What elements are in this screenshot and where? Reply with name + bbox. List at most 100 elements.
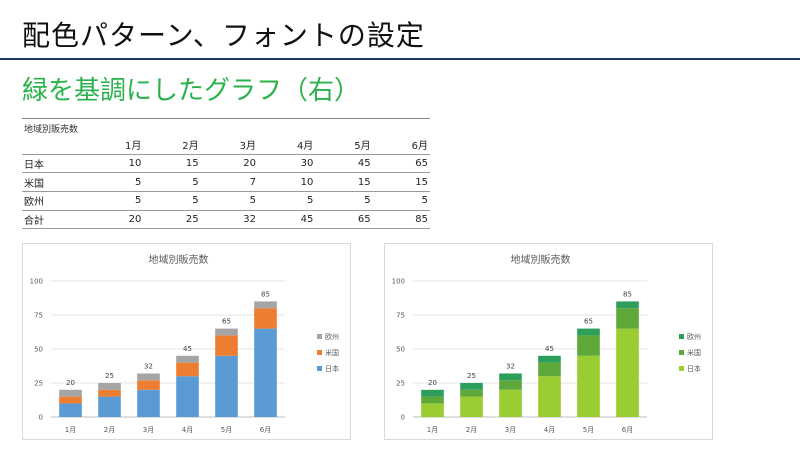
table-cell: 30 (257, 153, 316, 173)
bar-segment (59, 403, 82, 417)
table-cell: 7 (200, 172, 258, 192)
y-tick-label: 50 (396, 346, 405, 354)
data-label-total: 25 (467, 372, 476, 380)
bar-segment (215, 328, 238, 336)
data-label-total: 85 (623, 290, 632, 298)
slide-title: 配色パターン、フォントの設定 (22, 19, 425, 52)
legend-label: 欧州 (325, 332, 339, 341)
chart-canvas: 地域別販売数 0 25 50 75 100 20 1月 25 2月 32 3月 45 4月 65 5月 85 6月… (30, 253, 339, 434)
bar-segment (460, 383, 483, 390)
bar-segment (577, 355, 600, 417)
bar-segment (460, 389, 483, 397)
data-label-total: 45 (183, 345, 192, 353)
data-label-total: 32 (144, 362, 153, 370)
x-tick-label: 5月 (221, 426, 232, 434)
table-cell: 45 (257, 209, 316, 230)
chart-canvas: 地域別販売数 0 25 50 75 100 20 1月 25 2月 32 3月 45 4月 65 5月 85 6月… (392, 253, 701, 434)
table-cell: 15 (315, 172, 373, 192)
table-row: 欧州 5 5 5 5 5 5 (22, 191, 430, 211)
stacked-bar-chart-green[interactable]: 地域別販売数 0 25 50 75 100 20 1月 25 2月 32 3月 45 4月 65 5月 85 6月… (384, 243, 713, 440)
chart-title: 地域別販売数 (511, 253, 571, 266)
bar-segment (538, 355, 561, 363)
table-cell: 10 (86, 153, 144, 173)
row-label: 欧州 (22, 191, 86, 211)
table-header-cell: 2月 (182, 141, 199, 153)
legend-label: 欧州 (687, 332, 701, 341)
table-cell: 10 (257, 172, 316, 192)
bar-segment (176, 362, 199, 377)
table-cell: 85 (372, 209, 430, 230)
bar-segment (137, 373, 160, 381)
y-tick-label: 100 (392, 278, 405, 286)
bar-segment (215, 335, 238, 356)
y-tick-label: 50 (34, 346, 43, 354)
bar-segment (254, 308, 277, 329)
x-tick-label: 2月 (104, 426, 115, 434)
table-cell: 45 (315, 153, 373, 173)
bar-segment (176, 355, 199, 363)
x-tick-label: 1月 (427, 426, 438, 434)
legend-swatch (317, 334, 322, 339)
data-label-total: 20 (66, 379, 75, 387)
bar-segment (421, 403, 444, 417)
bar-segment (460, 396, 483, 417)
table-row: 米国 5 5 7 10 15 15 (22, 172, 430, 192)
table-cell: 65 (315, 209, 373, 230)
bar-segment (176, 376, 199, 417)
x-tick-label: 2月 (466, 426, 477, 434)
chart-title: 地域別販売数 (149, 253, 209, 266)
bar-segment (499, 380, 522, 390)
bar-segment (421, 389, 444, 397)
table-caption: 地域別販売数 (24, 125, 79, 135)
table-cell: 15 (372, 172, 430, 192)
x-tick-label: 4月 (544, 426, 555, 434)
table-row: 日本 10 15 20 30 45 65 (22, 153, 430, 173)
table-header-cell (22, 136, 86, 154)
y-tick-label: 75 (396, 312, 405, 320)
table-cell: 20 (200, 153, 258, 173)
table-header-cell: 1月 (124, 141, 142, 153)
y-tick-label: 25 (396, 380, 405, 388)
legend-label: 米国 (325, 348, 339, 357)
bar-segment (254, 301, 277, 309)
row-label: 日本 (22, 153, 86, 173)
slide-subtitle: 緑を基調にしたグラフ（右） (22, 76, 361, 106)
table-cell: 5 (143, 172, 201, 192)
bar-segment (59, 389, 82, 397)
bar-segment (421, 396, 444, 404)
bar-segment (98, 389, 121, 397)
y-tick-label: 100 (30, 278, 43, 286)
table-cell: 5 (200, 191, 258, 211)
table-cell: 25 (143, 209, 201, 230)
bar-segment (215, 355, 238, 417)
legend-label: 米国 (687, 348, 701, 357)
x-tick-label: 1月 (65, 426, 76, 434)
table-header-cell: 5月 (354, 141, 371, 153)
y-tick-label: 25 (34, 380, 43, 388)
data-label-total: 25 (105, 372, 114, 380)
bar-segment (98, 396, 121, 417)
bar-segment (616, 308, 639, 329)
bar-segment (254, 328, 277, 417)
bar-segment (538, 376, 561, 417)
table-cell: 5 (86, 191, 144, 211)
x-tick-label: 5月 (583, 426, 594, 434)
stacked-bar-chart-default[interactable]: 地域別販売数 0 25 50 75 100 20 1月 25 2月 32 3月 45 4月 65 5月 85 6月… (22, 243, 351, 440)
legend-swatch (317, 366, 322, 371)
data-label-total: 20 (428, 379, 437, 387)
table-header-cell: 6月 (411, 141, 428, 153)
data-label-total: 85 (261, 290, 270, 298)
table-header-cell: 4月 (296, 141, 314, 153)
bar-segment (137, 389, 160, 417)
table-cell: 5 (143, 191, 201, 211)
x-tick-label: 4月 (182, 426, 193, 434)
legend-swatch (679, 334, 684, 339)
table-total-row: 合計 20 25 32 45 65 85 (22, 209, 430, 230)
y-tick-label: 0 (39, 414, 43, 422)
legend-label: 日本 (325, 364, 339, 373)
y-tick-label: 75 (34, 312, 43, 320)
data-label-total: 45 (545, 345, 554, 353)
table-header-row: 1月 2月 3月 4月 5月 6月 (22, 136, 430, 154)
legend-swatch (317, 350, 322, 355)
row-label: 合計 (22, 209, 86, 230)
